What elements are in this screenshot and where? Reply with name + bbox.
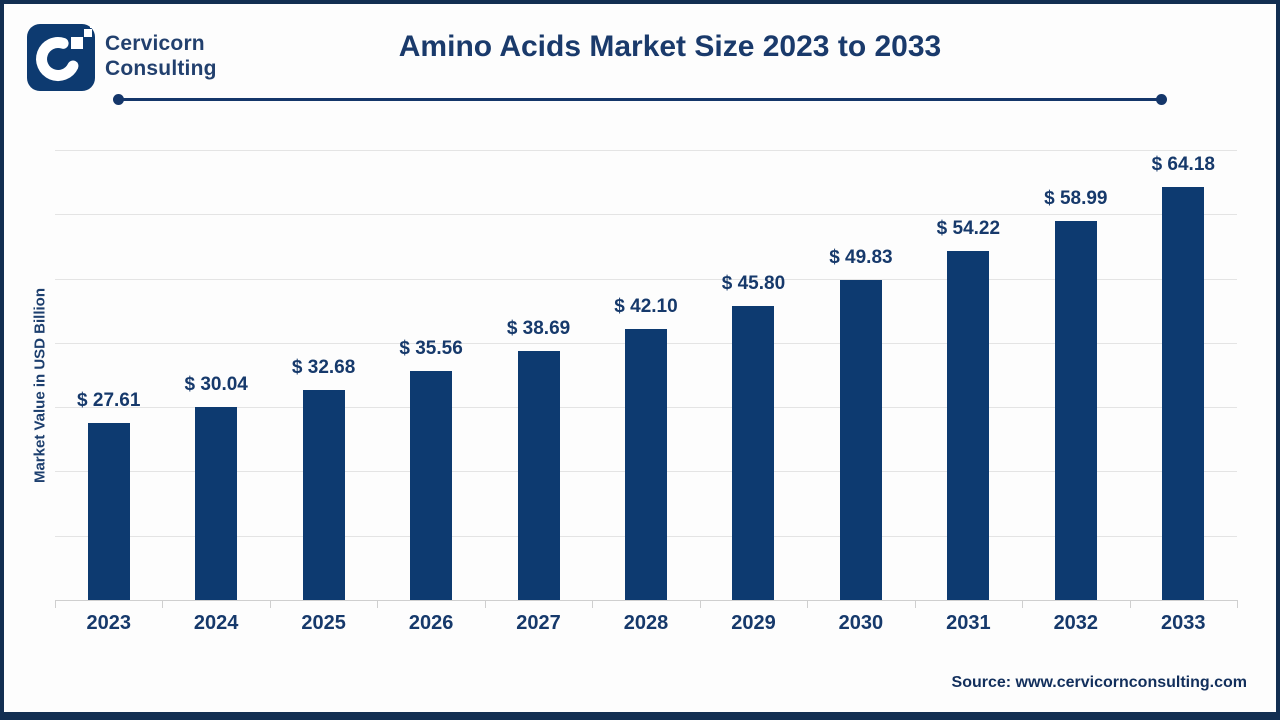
bar-2027 bbox=[517, 351, 560, 600]
bar-2032 bbox=[1054, 220, 1097, 600]
bar-chart-plot-area: $ 27.61 2023 $ 30.04 2024 $ 32.68 2025 $ 35.56… bbox=[55, 150, 1238, 634]
x-axis-tick bbox=[377, 600, 379, 608]
x-axis-tick bbox=[1237, 600, 1238, 608]
x-axis-tick bbox=[914, 600, 916, 608]
x-axis-label-2025: 2025 bbox=[301, 612, 346, 634]
x-axis-tick bbox=[1022, 600, 1024, 608]
x-axis-label-2024: 2024 bbox=[193, 612, 239, 634]
x-axis-label-2033: 2033 bbox=[1161, 612, 1206, 634]
x-axis-tick bbox=[699, 600, 701, 608]
x-axis-label-2032: 2032 bbox=[1053, 612, 1099, 634]
x-axis-label-2023: 2023 bbox=[86, 612, 131, 634]
bar-value-label-2026: $ 35.56 bbox=[399, 338, 463, 360]
bar-2031 bbox=[947, 251, 990, 600]
bar-value-label-2025: $ 32.68 bbox=[291, 356, 356, 378]
bar-value-label-2024: $ 30.04 bbox=[184, 373, 248, 395]
bar-value-label-2032: $ 58.99 bbox=[1044, 187, 1108, 209]
source-attribution: Source: www.cervicornconsulting.com bbox=[951, 674, 1247, 691]
bar-value-label-2028: $ 42.10 bbox=[614, 296, 678, 318]
title-underline bbox=[113, 94, 1167, 105]
underline-left-dot bbox=[113, 94, 124, 105]
bar-value-label-2033: $ 64.18 bbox=[1151, 154, 1215, 176]
bar-2028 bbox=[625, 329, 667, 600]
x-axis-label-2026: 2026 bbox=[408, 612, 454, 634]
x-axis-tick bbox=[484, 600, 486, 608]
x-axis-tick bbox=[55, 600, 56, 608]
bar-2026 bbox=[410, 371, 453, 600]
x-axis-label-2029: 2029 bbox=[731, 612, 776, 634]
bar-value-label-2027: $ 38.69 bbox=[506, 318, 571, 340]
bar-2033 bbox=[1162, 187, 1205, 600]
x-axis-label-2028: 2028 bbox=[623, 612, 669, 634]
brand-logo-icon bbox=[27, 24, 95, 91]
bar-value-label-2031: $ 54.22 bbox=[936, 218, 1001, 240]
x-axis-tick bbox=[1129, 600, 1131, 608]
x-axis-tick bbox=[807, 600, 809, 608]
x-axis-label-2027: 2027 bbox=[516, 612, 561, 634]
x-axis-line bbox=[55, 600, 1237, 601]
bar-2025 bbox=[302, 389, 345, 600]
x-axis-label-2031: 2031 bbox=[946, 612, 991, 634]
bar-2029 bbox=[732, 305, 775, 600]
bar-value-label-2029: $ 45.80 bbox=[721, 272, 786, 294]
underline-right-dot bbox=[1156, 94, 1167, 105]
brand-logo bbox=[27, 24, 95, 91]
brand-name-line2: Consulting bbox=[105, 57, 217, 80]
bar-2024 bbox=[195, 406, 238, 600]
gridline-60 bbox=[55, 214, 1237, 216]
page-title: Amino Acids Market Size 2023 to 2033 bbox=[398, 30, 942, 63]
brand-name-line1: Cervicorn bbox=[105, 32, 205, 55]
brand-name: Cervicorn Consulting bbox=[105, 31, 217, 81]
bar-2030 bbox=[839, 279, 882, 600]
x-axis-tick bbox=[269, 600, 271, 608]
gridline-50 bbox=[55, 278, 1237, 280]
gridline-70 bbox=[55, 150, 1237, 151]
x-axis-label-2030: 2030 bbox=[838, 612, 884, 634]
bar-2023 bbox=[87, 422, 130, 600]
bar-value-label-2023: $ 27.61 bbox=[77, 389, 141, 411]
x-axis-tick bbox=[592, 600, 594, 608]
y-axis-title: Market Value in USD Billion bbox=[31, 287, 49, 484]
bar-value-label-2030: $ 49.83 bbox=[829, 246, 893, 268]
x-axis-tick bbox=[162, 600, 164, 608]
